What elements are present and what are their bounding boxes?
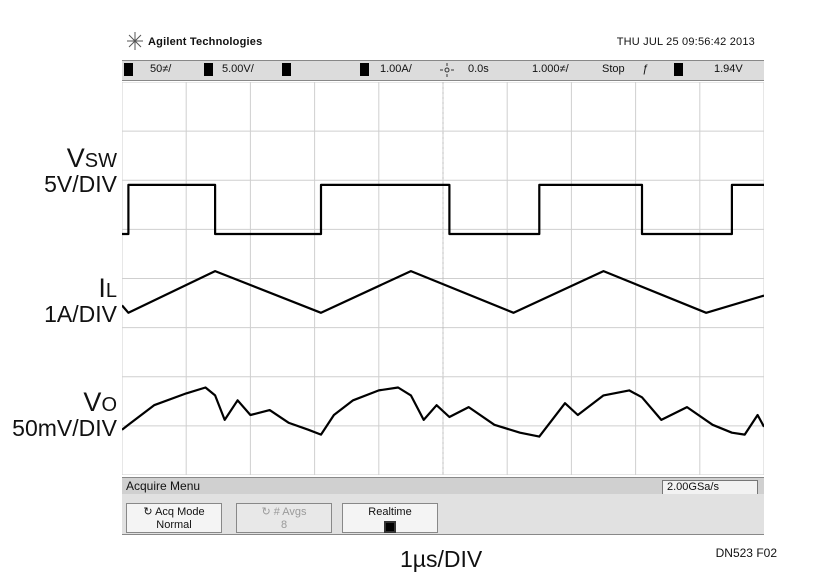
- timestamp: THU JUL 25 09:56:42 2013: [616, 36, 755, 48]
- vsw-scale: 5V/DIV: [44, 171, 117, 198]
- status-bar: 50≠/ 5.00V/ 1.00A/ 0.0s 1.000≠/ Stop ƒ 1…: [122, 60, 764, 81]
- vo-subscript: O: [101, 394, 117, 416]
- avgs-value: 8: [280, 519, 288, 531]
- il-scale: 1A/DIV: [44, 301, 117, 328]
- acq-mode-title: Acq Mode: [155, 506, 205, 518]
- time-per-div-label: 1µs/DIV: [400, 546, 483, 572]
- realtime-title: Realtime: [368, 506, 412, 518]
- graticule: [122, 82, 764, 475]
- ch1-scale[interactable]: 50≠/: [150, 63, 172, 75]
- trace-vo: [122, 386, 764, 438]
- il-subscript: L: [105, 280, 117, 302]
- trigger-point-icon: [440, 63, 454, 82]
- trigger-slope-icon: ƒ: [642, 63, 649, 75]
- ch2-indicator[interactable]: [204, 63, 213, 76]
- rotate-knob-icon: ↻: [143, 506, 153, 518]
- trigger-source-indicator[interactable]: [674, 63, 683, 76]
- trigger-level[interactable]: 1.94V: [714, 63, 743, 75]
- timebase-value[interactable]: 1.000≠/: [532, 63, 569, 75]
- ch4-scale[interactable]: 1.00A/: [380, 63, 412, 75]
- trace-il: [122, 270, 764, 314]
- brand-name: Agilent Technologies: [148, 36, 263, 48]
- trace-vsw: [122, 183, 764, 236]
- realtime-checkbox-icon: [384, 521, 396, 533]
- acquire-menu-bar: [122, 477, 764, 495]
- acq-mode-value: Normal: [156, 519, 192, 531]
- il-symbol: I: [98, 273, 106, 303]
- realtime-button[interactable]: Realtime: [342, 503, 438, 533]
- ch2-scale[interactable]: 5.00V/: [222, 63, 254, 75]
- rotate-knob-icon: ↻: [261, 506, 271, 518]
- acquire-menu-title: Acquire Menu: [126, 479, 201, 493]
- ch1-indicator[interactable]: [124, 63, 133, 76]
- delay-value[interactable]: 0.0s: [468, 63, 489, 75]
- il-label: IL 1A/DIV: [44, 273, 117, 328]
- vo-scale: 50mV/DIV: [12, 415, 117, 442]
- ch4-indicator[interactable]: [360, 63, 369, 76]
- vo-label: VO 50mV/DIV: [12, 387, 117, 442]
- avgs-title: # Avgs: [273, 506, 307, 518]
- run-state[interactable]: Stop: [602, 63, 625, 75]
- trace-group: [122, 183, 764, 438]
- softkey-bar: [122, 494, 764, 535]
- vo-symbol: V: [83, 387, 102, 417]
- vsw-label: VSW 5V/DIV: [44, 143, 117, 198]
- agilent-logo-icon: [126, 30, 144, 52]
- avgs-button[interactable]: ↻ # Avgs 8: [236, 503, 332, 533]
- acq-mode-button[interactable]: ↻ Acq Mode Normal: [126, 503, 222, 533]
- ch3-indicator[interactable]: [282, 63, 291, 76]
- vsw-symbol: V: [66, 143, 85, 173]
- scope-display: [122, 82, 764, 475]
- figure-id: DN523 F02: [715, 546, 777, 560]
- vsw-subscript: SW: [84, 150, 117, 172]
